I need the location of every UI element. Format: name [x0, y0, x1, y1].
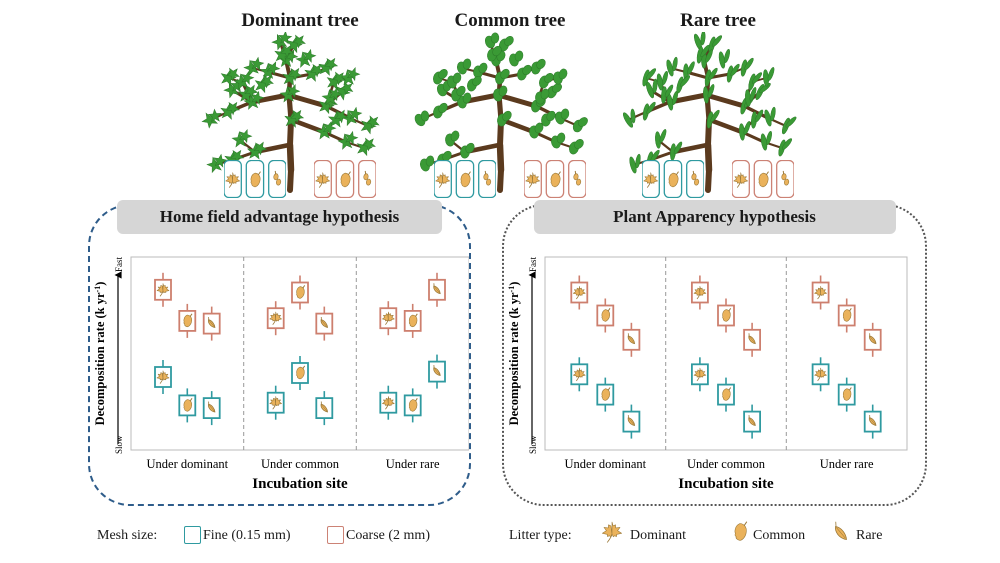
svg-text:Under common: Under common — [687, 457, 766, 471]
svg-text:Under rare: Under rare — [820, 457, 874, 471]
svg-text:Fast: Fast — [528, 256, 538, 272]
svg-text:Decomposition rate (k yr-1): Decomposition rate (k yr-1) — [507, 282, 522, 426]
svg-text:Under rare: Under rare — [386, 457, 440, 471]
svg-text:Slow: Slow — [528, 435, 538, 454]
svg-text:Decomposition rate (k yr-1): Decomposition rate (k yr-1) — [93, 282, 108, 426]
svg-text:Incubation site: Incubation site — [252, 476, 348, 492]
svg-text:Under dominant: Under dominant — [147, 457, 229, 471]
svg-text:Under dominant: Under dominant — [565, 457, 647, 471]
svg-text:Incubation site: Incubation site — [678, 476, 774, 492]
svg-text:Under common: Under common — [261, 457, 340, 471]
svg-text:Slow: Slow — [114, 435, 124, 454]
svg-text:Fast: Fast — [114, 256, 124, 272]
